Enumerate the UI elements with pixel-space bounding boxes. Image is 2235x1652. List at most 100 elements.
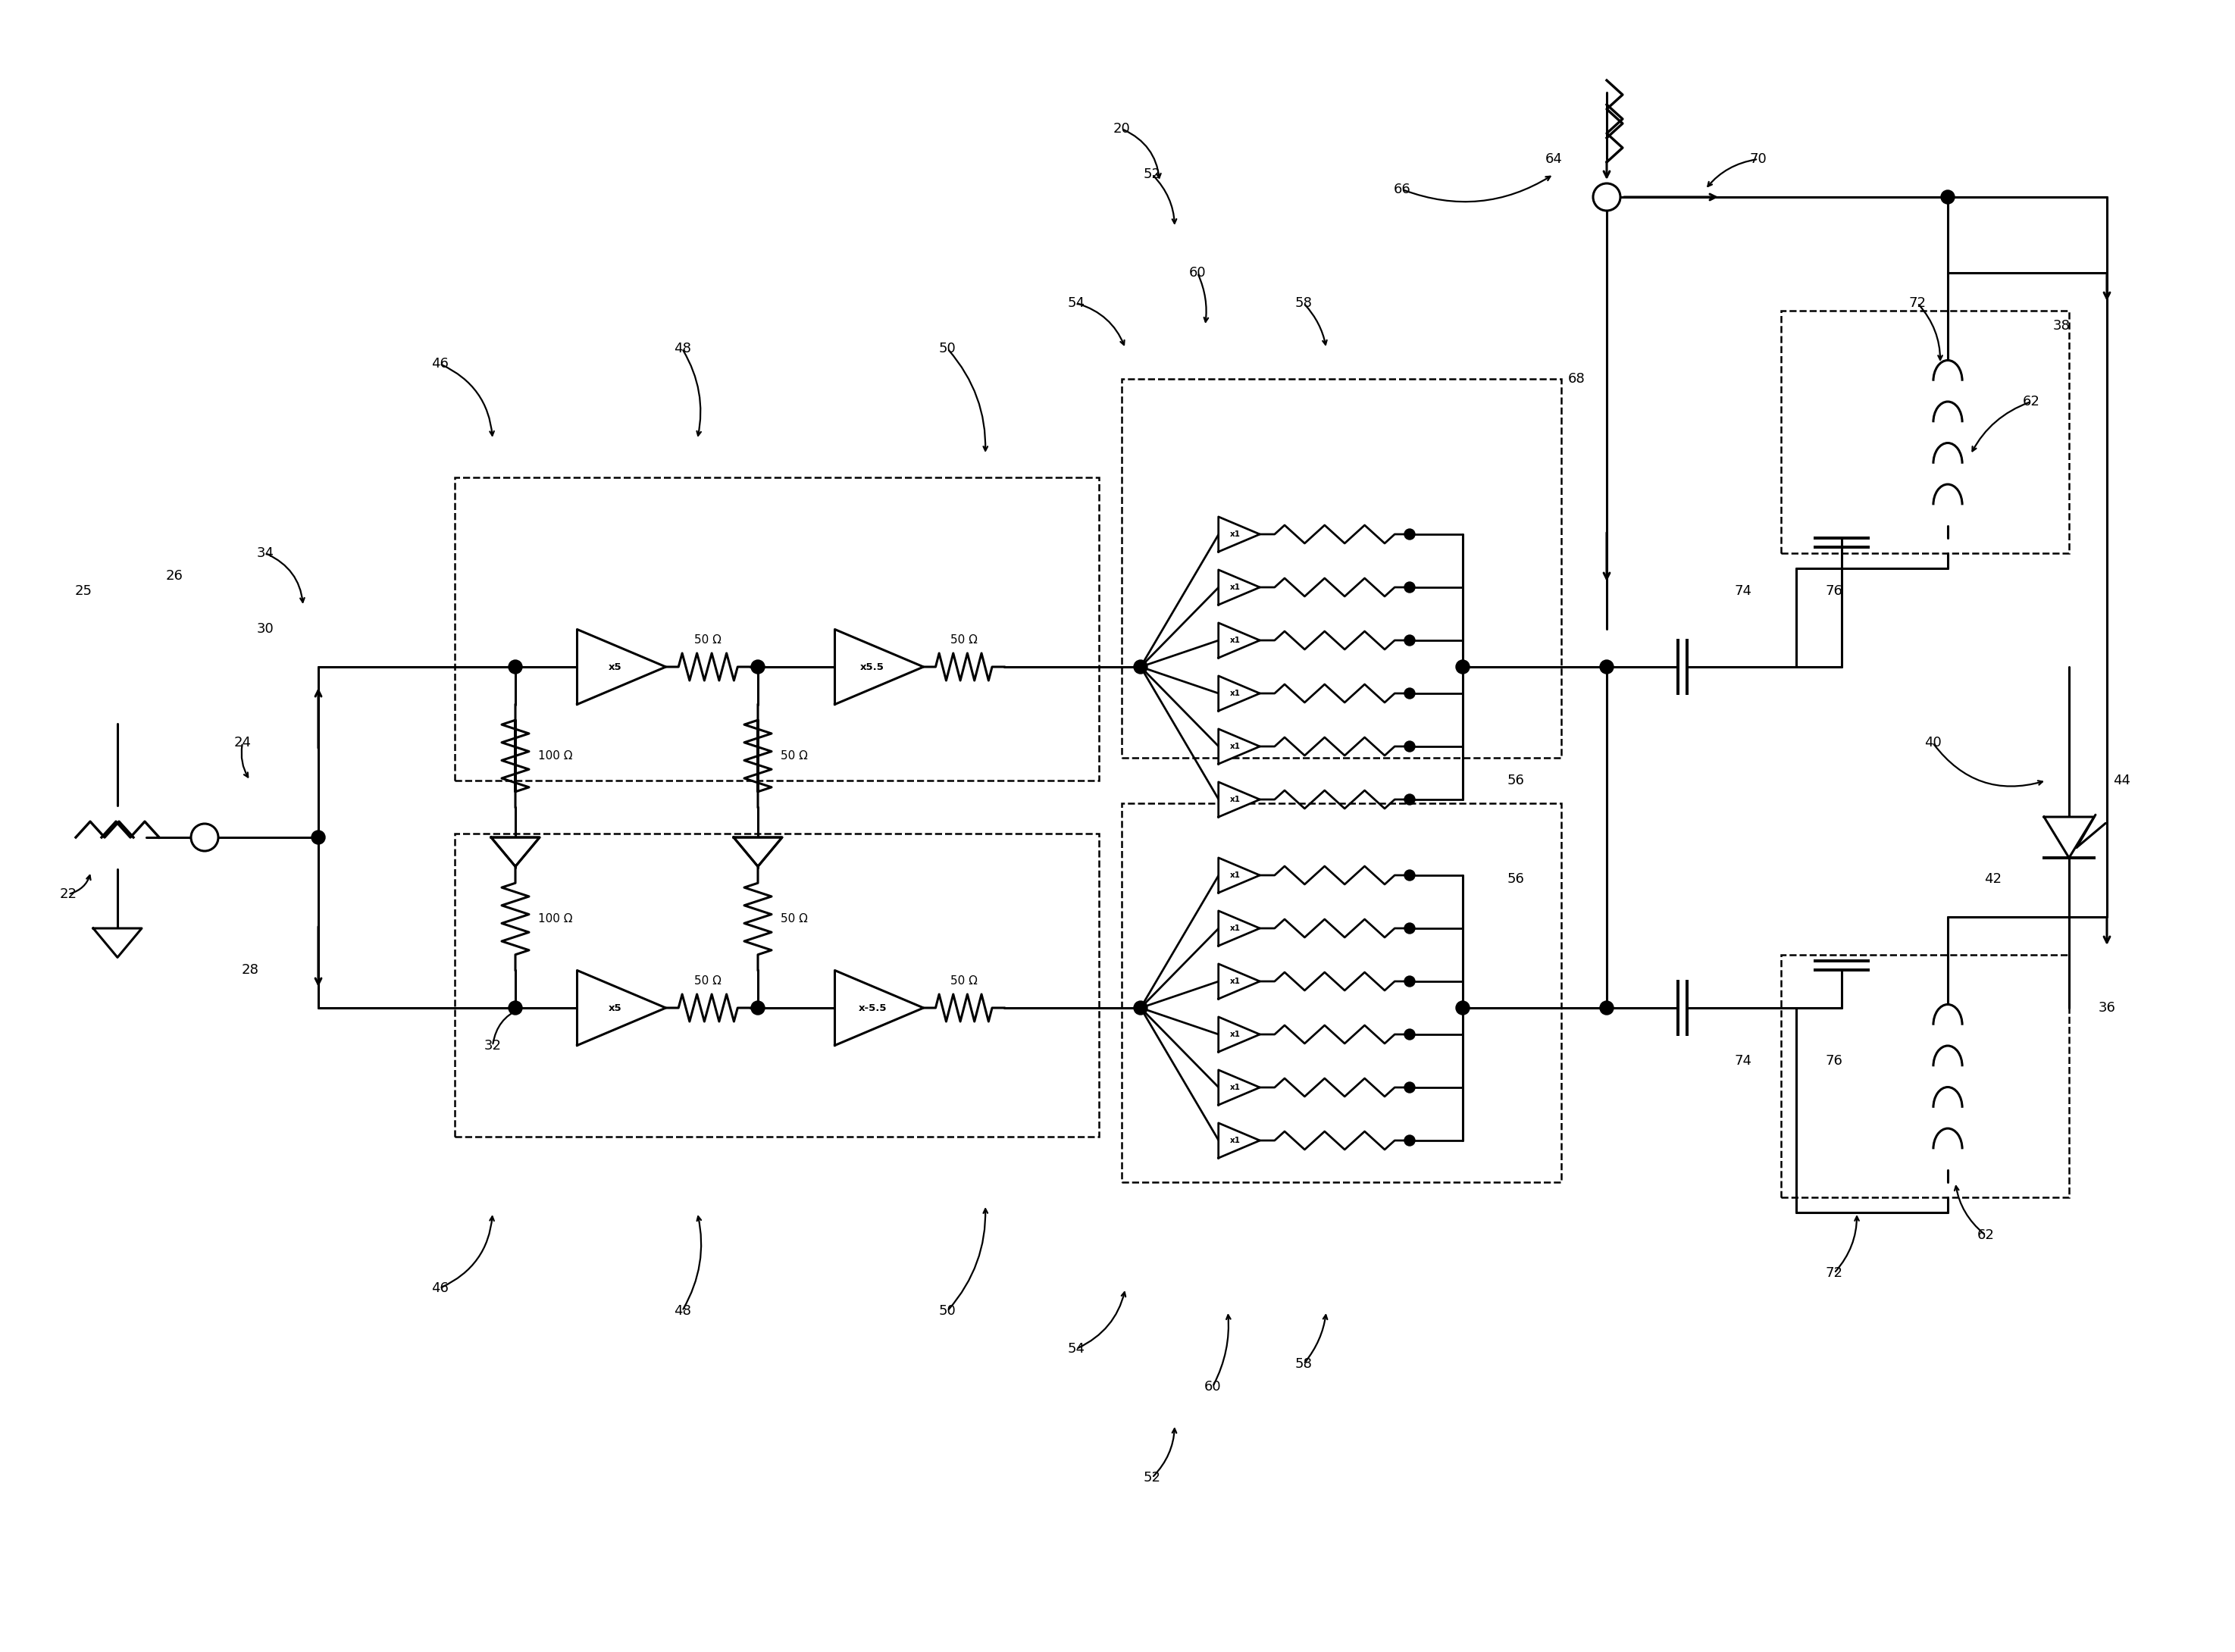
Bar xyxy=(1781,311,2070,553)
Polygon shape xyxy=(836,629,923,704)
Polygon shape xyxy=(577,970,666,1046)
Text: 50 Ω: 50 Ω xyxy=(950,634,977,646)
Text: 74: 74 xyxy=(1734,1054,1752,1067)
Circle shape xyxy=(1404,582,1415,593)
Bar xyxy=(454,834,1100,1137)
Text: 68: 68 xyxy=(1567,372,1585,385)
Text: 50 Ω: 50 Ω xyxy=(780,750,807,762)
Text: 66: 66 xyxy=(1392,183,1410,197)
Text: x1: x1 xyxy=(1229,978,1240,985)
Text: 100 Ω: 100 Ω xyxy=(539,750,572,762)
Text: 72: 72 xyxy=(1826,1267,1844,1280)
Circle shape xyxy=(1940,190,1956,203)
Polygon shape xyxy=(1218,963,1261,999)
Text: 20: 20 xyxy=(1113,122,1131,135)
Text: 36: 36 xyxy=(2099,1001,2117,1014)
Text: 100 Ω: 100 Ω xyxy=(539,914,572,925)
Text: x1: x1 xyxy=(1229,1031,1240,1037)
Polygon shape xyxy=(1218,857,1261,892)
Circle shape xyxy=(1133,661,1147,674)
Polygon shape xyxy=(492,838,539,866)
Bar xyxy=(1122,378,1562,758)
Text: x1: x1 xyxy=(1229,689,1240,697)
Polygon shape xyxy=(94,928,141,958)
Circle shape xyxy=(311,831,324,844)
Circle shape xyxy=(1404,871,1415,881)
Bar xyxy=(454,477,1100,780)
Circle shape xyxy=(1455,1001,1471,1014)
Text: 50 Ω: 50 Ω xyxy=(695,634,722,646)
Text: 22: 22 xyxy=(60,887,76,900)
Circle shape xyxy=(751,1001,764,1014)
Text: x1: x1 xyxy=(1229,796,1240,803)
Text: x-5.5: x-5.5 xyxy=(858,1003,887,1013)
Polygon shape xyxy=(1218,1070,1261,1105)
Circle shape xyxy=(510,661,523,674)
Polygon shape xyxy=(1218,1018,1261,1052)
Text: x1: x1 xyxy=(1229,1137,1240,1145)
Polygon shape xyxy=(492,838,539,866)
Circle shape xyxy=(510,1001,523,1014)
Polygon shape xyxy=(1218,910,1261,947)
Circle shape xyxy=(1404,742,1415,752)
Text: 50 Ω: 50 Ω xyxy=(780,914,807,925)
Circle shape xyxy=(1404,976,1415,986)
Text: x1: x1 xyxy=(1229,743,1240,750)
Polygon shape xyxy=(1218,676,1261,710)
Polygon shape xyxy=(1218,781,1261,818)
Circle shape xyxy=(751,661,764,674)
Circle shape xyxy=(1404,1135,1415,1146)
Polygon shape xyxy=(1218,623,1261,657)
Text: 50 Ω: 50 Ω xyxy=(695,975,722,986)
Text: x1: x1 xyxy=(1229,925,1240,932)
Text: 30: 30 xyxy=(257,623,275,636)
Circle shape xyxy=(1133,1001,1147,1014)
Text: 48: 48 xyxy=(673,1303,691,1318)
Text: 70: 70 xyxy=(1750,152,1768,165)
Text: 58: 58 xyxy=(1294,296,1312,311)
Text: x1: x1 xyxy=(1229,530,1240,539)
Polygon shape xyxy=(1218,517,1261,552)
Circle shape xyxy=(1404,1029,1415,1039)
Text: x1: x1 xyxy=(1229,872,1240,879)
Polygon shape xyxy=(2045,816,2094,857)
Text: 62: 62 xyxy=(1978,1229,1994,1242)
Polygon shape xyxy=(733,838,782,866)
Text: x1: x1 xyxy=(1229,636,1240,644)
Text: 52: 52 xyxy=(1144,1470,1160,1485)
Polygon shape xyxy=(1218,729,1261,763)
Circle shape xyxy=(1404,529,1415,540)
Text: 46: 46 xyxy=(431,1282,449,1295)
Text: 24: 24 xyxy=(235,735,250,750)
Text: 48: 48 xyxy=(673,342,691,355)
Text: 56: 56 xyxy=(1506,872,1524,885)
Text: 46: 46 xyxy=(431,357,449,370)
Text: x5: x5 xyxy=(608,662,621,672)
Text: x1: x1 xyxy=(1229,583,1240,591)
Bar xyxy=(1781,955,2070,1198)
Text: 76: 76 xyxy=(1826,585,1842,598)
Text: 74: 74 xyxy=(1734,585,1752,598)
Text: 76: 76 xyxy=(1826,1054,1842,1067)
Polygon shape xyxy=(1218,570,1261,605)
Circle shape xyxy=(1404,923,1415,933)
Text: 54: 54 xyxy=(1068,1341,1084,1356)
Text: 44: 44 xyxy=(2114,773,2130,788)
Circle shape xyxy=(1404,1082,1415,1092)
Text: x5.5: x5.5 xyxy=(860,662,885,672)
Circle shape xyxy=(190,824,219,851)
Circle shape xyxy=(1404,689,1415,699)
Circle shape xyxy=(1404,634,1415,646)
Text: 28: 28 xyxy=(241,963,259,976)
Circle shape xyxy=(1600,661,1614,674)
Circle shape xyxy=(1594,183,1620,211)
Text: 72: 72 xyxy=(1909,296,1927,311)
Text: 50: 50 xyxy=(939,1303,957,1318)
Bar xyxy=(1122,803,1562,1183)
Circle shape xyxy=(1600,1001,1614,1014)
Polygon shape xyxy=(733,838,782,866)
Text: 50: 50 xyxy=(939,342,957,355)
Text: 62: 62 xyxy=(2023,395,2041,408)
Text: x1: x1 xyxy=(1229,1084,1240,1092)
Text: x5: x5 xyxy=(608,1003,621,1013)
